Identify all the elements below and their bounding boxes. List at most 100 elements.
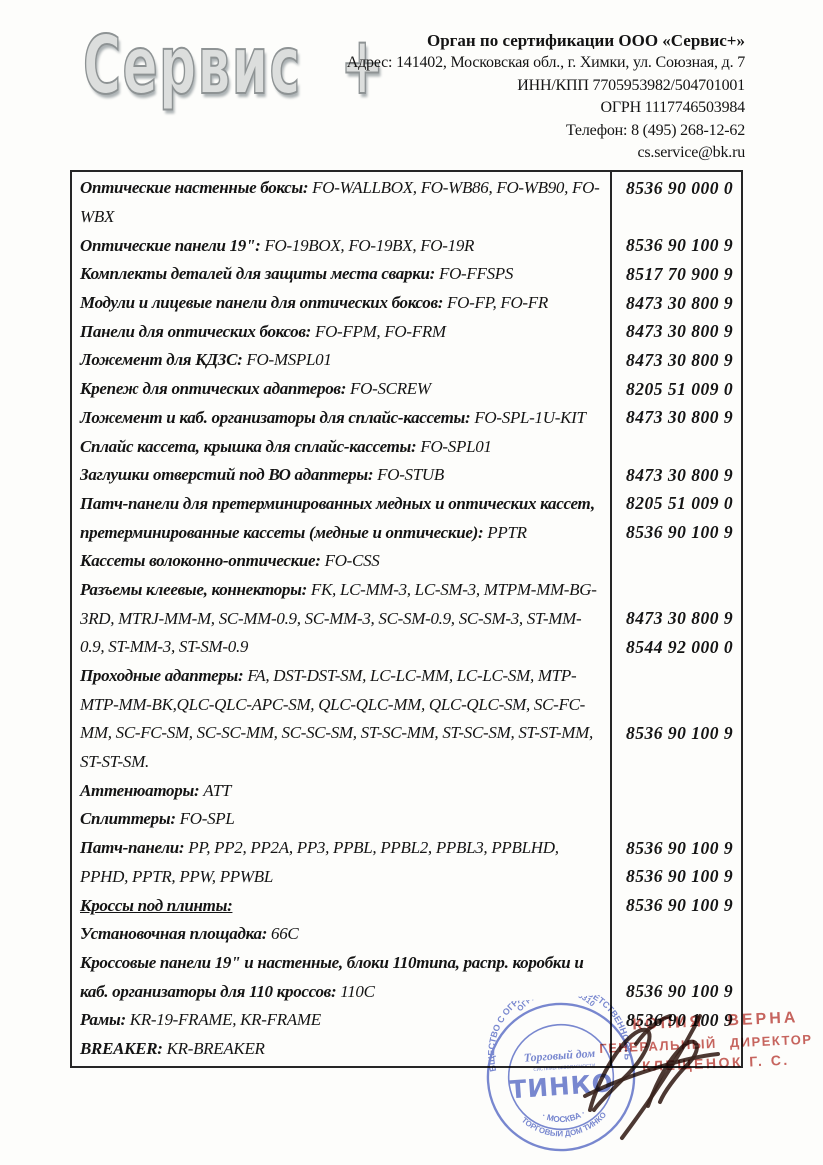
row-description: Рамы: KR-19-FRAME, KR-FRAME <box>72 1010 618 1030</box>
row-description: 0.9, ST-MM-3, ST-SM-0.9 <box>72 637 618 657</box>
row-model-list: FO-MSPL01 <box>242 350 332 370</box>
address-line: Адрес: 141402, Московская обл., г. Химки… <box>346 54 745 72</box>
table-row: ST-ST-SM. <box>72 748 741 777</box>
row-hs-code: 8536 90 100 9 <box>625 981 734 1002</box>
ogrn-line: ОГРН 1117746503984 <box>600 99 746 117</box>
row-description: Оптические панели 19": FO-19BOX, FO-19BX… <box>72 236 618 256</box>
row-model-list: 66C <box>267 924 299 944</box>
row-description: Установочная площадка: 66C <box>72 924 618 944</box>
table-row: Патч-панели: PP, PP2, PP2A, PP3, PPBL, P… <box>72 834 741 863</box>
row-hs-code: 8536 90 100 9 <box>625 866 734 887</box>
row-category-label: Установочная площадка: <box>80 924 268 944</box>
row-description: Патч-панели для претерминированных медны… <box>72 494 618 514</box>
row-hs-code: 8473 30 800 9 <box>625 349 734 370</box>
row-description: PPHD, PPTR, PPW, PPWBL <box>72 867 618 887</box>
row-model-list: ST-ST-SM. <box>80 752 149 772</box>
row-category-label: Проходные адаптеры: <box>80 666 244 686</box>
table-row: Сплиттеры: FO-SPL <box>72 805 741 834</box>
row-category-label: Разъемы клеевые, коннекторы: <box>80 579 307 599</box>
row-model-list: FA, DST-DST-SM, LC-LC-MM, LC-LC-SM, MTP- <box>243 666 577 686</box>
row-description: Крепеж для оптических адаптеров: FO-SCRE… <box>72 379 618 399</box>
row-model-list: PPTR <box>483 522 527 542</box>
row-category-label: Кроссовые панели 19" и настенные, блоки … <box>80 952 584 972</box>
row-description: WBX <box>72 207 618 227</box>
row-description: MM, SC-FC-SM, SC-SC-MM, SC-SC-SM, ST-SC-… <box>72 723 618 743</box>
row-hs-code: 8205 51 009 0 <box>625 493 734 514</box>
row-description: Кроссы под плинты: <box>72 896 618 916</box>
table-row: BREAKER: KR-BREAKER <box>72 1035 741 1064</box>
row-category-label: Рамы: <box>80 1010 126 1030</box>
table-row: Модули и лицевые панели для оптических б… <box>72 289 741 318</box>
table-row: претерминированные кассеты (медные и опт… <box>72 518 741 547</box>
row-category-label: Оптические панели 19": <box>80 235 261 255</box>
table-row: Патч-панели для претерминированных медны… <box>72 490 741 519</box>
table-row: Ложемент для КДЗС: FO-MSPL01 8473 30 800 … <box>72 346 741 375</box>
row-description: MTP-MM-BK,QLC-QLC-APC-SM, QLC-QLC-MM, QL… <box>72 695 618 715</box>
table-row: 0.9, ST-MM-3, ST-SM-0.9 8544 92 000 0 <box>72 633 741 662</box>
row-category-label: Комплекты деталей для защиты места сварк… <box>80 264 436 284</box>
row-description: Кассеты волоконно-оптические: FO-CSS <box>72 551 618 571</box>
table-row: Комплекты деталей для защиты места сварк… <box>72 260 741 289</box>
row-hs-code: 8473 30 800 9 <box>625 292 734 313</box>
table-body: Оптические настенные боксы: FO-WALLBOX, … <box>72 174 741 1063</box>
row-model-list: FO-CSS <box>320 551 380 571</box>
row-hs-code: 8473 30 800 9 <box>625 407 734 428</box>
row-description: Сплиттеры: FO-SPL <box>72 809 618 829</box>
row-model-list: FO-SPL-1U-KIT <box>470 407 586 427</box>
table-row: Кассеты волоконно-оптические: FO-CSS <box>72 547 741 576</box>
row-model-list: MM, SC-FC-SM, SC-SC-MM, SC-SC-SM, ST-SC-… <box>80 723 593 743</box>
row-model-list: WBX <box>80 207 115 227</box>
row-description: ST-ST-SM. <box>72 752 618 772</box>
table-row: Кроссовые панели 19" и настенные, блоки … <box>72 949 741 978</box>
table-row: MTP-MM-BK,QLC-QLC-APC-SM, QLC-QLC-MM, QL… <box>72 690 741 719</box>
row-description: Разъемы клеевые, коннекторы: FK, LC-MM-3… <box>72 580 618 600</box>
row-category-label: Кассеты волоконно-оптические: <box>80 551 321 571</box>
company-logo: Сервис + <box>82 19 386 112</box>
row-model-list: FO-SPL <box>175 809 235 829</box>
row-description: Сплайс кассета, крышка для сплайс-кассет… <box>72 437 618 457</box>
table-row: Панели для оптических боксов: FO-FPM, FO… <box>72 317 741 346</box>
row-category-label: Панели для оптических боксов: <box>80 321 312 341</box>
table-row: PPHD, PPTR, PPW, PPWBL 8536 90 100 9 <box>72 863 741 892</box>
row-model-list: 110C <box>336 981 375 1001</box>
column-divider <box>610 172 612 1066</box>
row-category-label: Ложемент для КДЗС: <box>80 350 243 370</box>
row-category-label: Крепеж для оптических адаптеров: <box>80 379 347 399</box>
email-line: cs.service@bk.ru <box>637 144 746 162</box>
row-hs-code: 8205 51 009 0 <box>625 378 734 399</box>
table-row: Установочная площадка: 66C <box>72 920 741 949</box>
row-category-label: Сплайс кассета, крышка для сплайс-кассет… <box>80 436 417 456</box>
row-model-list: FO-WALLBOX, FO-WB86, FO-WB90, FO- <box>308 178 600 198</box>
seal-center-line1: Торговый дом <box>523 1046 595 1065</box>
row-description: Патч-панели: PP, PP2, PP2A, PP3, PPBL, P… <box>72 838 618 858</box>
row-model-list: PPHD, PPTR, PPW, PPWBL <box>80 866 273 886</box>
row-model-list: FO-FPM, FO-FRM <box>311 321 446 341</box>
table-row: Аттенюаторы: ATT <box>72 776 741 805</box>
row-hs-code: 8536 90 100 9 <box>625 837 734 858</box>
row-category-label: BREAKER: <box>80 1038 163 1058</box>
row-description: BREAKER: KR-BREAKER <box>72 1039 618 1059</box>
row-description: каб. организаторы для 110 кроссов: 110C <box>72 982 618 1002</box>
row-model-list: FO-19BOX, FO-19BX, FO-19R <box>260 235 475 255</box>
table-row: MM, SC-FC-SM, SC-SC-MM, SC-SC-SM, ST-SC-… <box>72 719 741 748</box>
row-description: Комплекты деталей для защиты места сварк… <box>72 264 618 284</box>
seal-center-small-text: СИСТЕМЫ БЕЗОПАСНОСТИ <box>533 1063 595 1072</box>
row-hs-code: 8473 30 800 9 <box>625 321 734 342</box>
row-category-label: Модули и лицевые панели для оптических б… <box>80 293 444 313</box>
products-table: Оптические настенные боксы: FO-WALLBOX, … <box>70 170 743 1068</box>
row-description: Панели для оптических боксов: FO-FPM, FO… <box>72 322 618 342</box>
row-hs-code: 8544 92 000 0 <box>625 636 734 657</box>
table-row: 3RD, MTRJ-MM-M, SC-MM-0.9, SC-MM-3, SC-S… <box>72 604 741 633</box>
inn-kpp-line: ИНН/КПП 7705953982/504701001 <box>517 76 745 94</box>
row-description: претерминированные кассеты (медные и опт… <box>72 523 618 543</box>
row-hs-code: 8536 90 100 9 <box>625 235 734 256</box>
row-category-label: Заглушки отверстий под ВО адаптеры: <box>80 465 374 485</box>
row-model-list: PP, PP2, PP2A, PP3, PPBL, PPBL2, PPBL3, … <box>184 838 559 858</box>
row-model-list: FO-SPL01 <box>416 436 492 456</box>
row-model-list: KR-19-FRAME, KR-FRAME <box>125 1010 321 1030</box>
row-description: Модули и лицевые панели для оптических б… <box>72 293 618 313</box>
table-row: Оптические настенные боксы: FO-WALLBOX, … <box>72 174 741 203</box>
round-company-seal: ОБЩЕСТВО С ОГРАНИЧЕННОЙ ОТВЕТСТВЕННОСТЬЮ… <box>477 993 636 1152</box>
row-hs-code: 8473 30 800 9 <box>625 464 734 485</box>
